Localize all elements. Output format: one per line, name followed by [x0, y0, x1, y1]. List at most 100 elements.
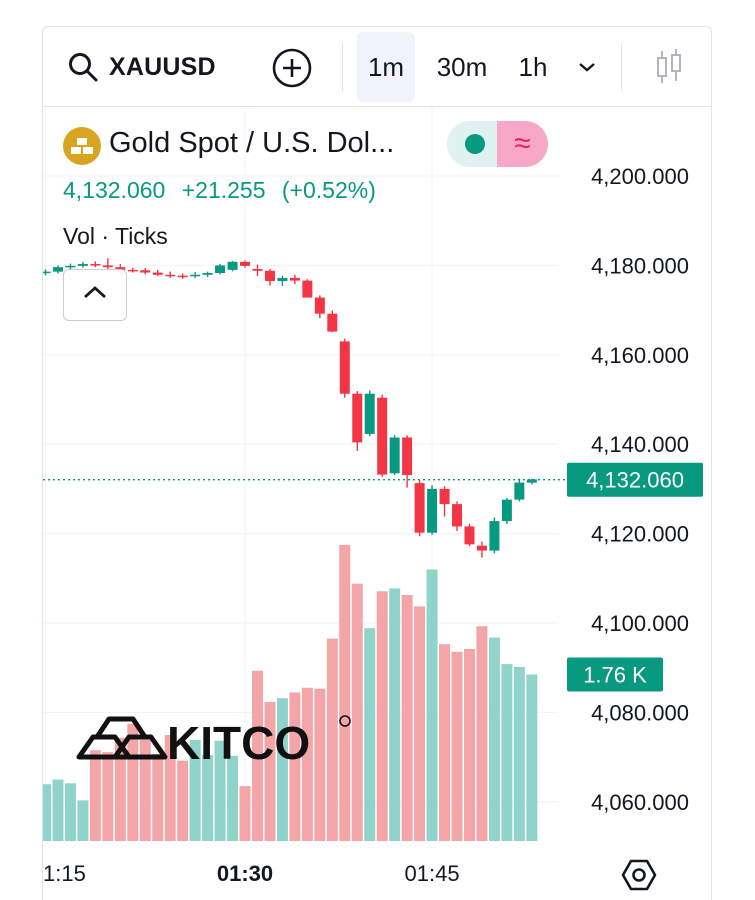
chart-type-button[interactable] — [649, 47, 689, 87]
volume-bar — [139, 739, 151, 841]
status-badges[interactable]: ≈ — [447, 121, 548, 167]
volume-bar — [476, 626, 488, 841]
kitco-logo: KITCO — [75, 707, 355, 769]
volume-bar — [451, 651, 463, 841]
volume-badge-label: 1.76 K — [583, 663, 647, 688]
x-tick-label: 01:45 — [405, 861, 460, 886]
plus-circle-icon — [272, 48, 312, 88]
candle-body — [439, 488, 450, 505]
interval-30m[interactable]: 30m — [429, 32, 495, 102]
candle-body — [165, 274, 176, 277]
volume-bar — [376, 591, 388, 841]
volume-bar — [227, 755, 239, 841]
candle-body — [327, 313, 338, 332]
candle-body — [252, 268, 263, 271]
volume-bar — [102, 752, 114, 841]
candle-body — [140, 270, 151, 273]
x-tick-label: 01:30 — [217, 861, 273, 886]
candles-icon — [657, 49, 681, 83]
volume-bar — [52, 779, 64, 841]
volume-bar — [301, 687, 313, 841]
collapse-legend-button[interactable] — [63, 269, 127, 321]
volume-bar — [251, 670, 263, 841]
interval-1m[interactable]: 1m — [357, 32, 415, 102]
volume-bar — [351, 583, 363, 841]
price-badge — [567, 462, 703, 497]
candle-body — [190, 274, 201, 277]
candle-body — [464, 526, 475, 545]
volume-indicator-label[interactable]: Vol · Ticks — [63, 223, 168, 249]
chevron-up-icon — [84, 286, 106, 299]
market-open-badge — [447, 121, 503, 167]
volume-bar — [43, 784, 51, 841]
volume-bar — [314, 688, 326, 841]
candle-body — [414, 483, 425, 533]
price-chart[interactable]: 4,200.000 4,180.000 4,160.000 4,140.000 4,12… — [43, 27, 712, 900]
volume-bar — [152, 753, 164, 841]
candle-body — [127, 269, 138, 272]
candle-body — [501, 499, 512, 522]
candle-body — [202, 272, 213, 275]
candle-body — [240, 261, 251, 266]
candle-body — [102, 265, 113, 268]
volume-bar — [326, 638, 338, 841]
y-tick-label: 4,080.000 — [591, 700, 689, 725]
candle-body — [339, 341, 350, 394]
volume-bar — [526, 674, 538, 841]
volume-bar — [114, 737, 126, 841]
volume-bar — [501, 664, 513, 841]
y-tick-label: 4,160.000 — [591, 343, 689, 368]
candle-body — [65, 265, 76, 268]
candle-body — [152, 272, 163, 275]
interval-label: 1m — [367, 51, 405, 82]
symbol-title[interactable]: Gold Spot / U.S. Dol... — [109, 127, 395, 159]
candle-body — [364, 393, 375, 434]
candle-body — [115, 267, 126, 270]
toolbar-divider — [621, 43, 622, 91]
volume-bar — [488, 637, 500, 841]
candle-body — [389, 437, 400, 474]
candle-body — [452, 504, 463, 527]
top-toolbar: XAUUSD 1m 30m 1h — [43, 27, 711, 107]
y-tick-label: 4,140.000 — [591, 432, 689, 457]
interval-label: 1h — [518, 51, 548, 82]
y-tick-label: 4,180.000 — [591, 253, 689, 278]
volume-bar — [127, 723, 139, 841]
volume-bar — [463, 648, 475, 841]
candle-body — [352, 393, 363, 443]
volume-bar — [414, 606, 426, 841]
candle-body — [77, 264, 88, 266]
volume-bar — [239, 786, 251, 841]
interval-dropdown[interactable] — [571, 53, 603, 81]
x-tick-label: 1:15 — [43, 861, 86, 886]
volume-bar — [401, 595, 413, 841]
interval-1h[interactable]: 1h — [509, 32, 557, 102]
volume-bar — [77, 800, 89, 841]
volume-bar — [513, 666, 525, 841]
candle-body — [43, 271, 51, 274]
candle-body — [289, 277, 300, 281]
candle-body — [514, 482, 525, 500]
chevron-down-icon — [579, 63, 595, 72]
candle-body — [90, 264, 101, 266]
volume-bar — [289, 692, 301, 841]
y-tick-label: 4,100.000 — [591, 611, 689, 636]
volume-bar — [164, 735, 176, 841]
approx-icon: ≈ — [514, 127, 531, 160]
y-tick-label: 4,120.000 — [591, 522, 689, 547]
volume-bar — [339, 544, 351, 841]
volume-bar — [64, 783, 76, 841]
price-change: +21.255 — [181, 177, 266, 203]
interval-label: 30m — [436, 51, 488, 82]
volume-bar — [364, 628, 376, 841]
volume-badge — [567, 657, 663, 692]
price-summary: 4,132.060 +21.255 (+0.52%) — [63, 177, 386, 204]
candle-body — [227, 261, 238, 270]
volume-bar — [189, 739, 201, 841]
search-icon — [69, 53, 98, 82]
chart-settings-button[interactable] — [619, 855, 659, 900]
compare-button[interactable] — [271, 47, 313, 89]
candle-body — [427, 488, 438, 533]
y-tick-label: 4,060.000 — [591, 790, 689, 815]
symbol-search[interactable]: XAUUSD — [67, 47, 216, 87]
